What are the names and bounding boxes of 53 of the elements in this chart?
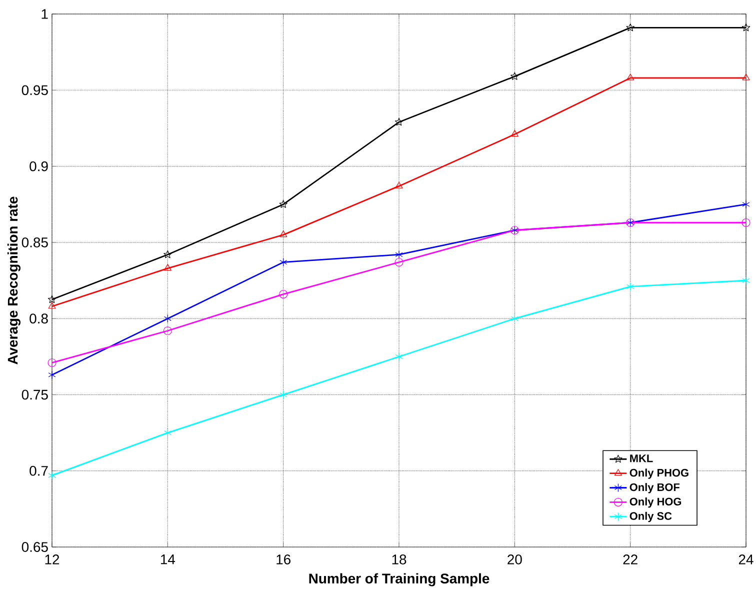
y-axis-title: Average Recognition rate	[7, 196, 20, 364]
point	[279, 290, 288, 298]
point	[48, 295, 56, 304]
y-tick-label: 0.85	[22, 237, 48, 248]
point	[394, 258, 404, 267]
legend-label: Only PHOG	[630, 468, 688, 479]
point	[626, 282, 634, 291]
point	[626, 74, 634, 80]
point	[164, 264, 172, 271]
point	[48, 370, 56, 380]
point	[395, 250, 403, 259]
x-tick-label: 14	[160, 554, 176, 564]
y-tick-label: 0.8	[30, 314, 48, 324]
point	[164, 314, 172, 323]
point	[626, 23, 634, 32]
point	[742, 200, 750, 209]
point	[164, 250, 172, 258]
legend-label: MKL	[630, 454, 653, 462]
point	[742, 218, 750, 227]
point	[742, 74, 750, 80]
y-tick-label: 0.7	[30, 466, 48, 476]
point	[280, 390, 288, 399]
y-tick-label: 0.75	[22, 390, 48, 400]
point	[48, 471, 56, 480]
x-tick-label: 18	[392, 554, 406, 564]
point	[394, 118, 404, 126]
x-tick-label: 12	[45, 554, 60, 564]
x-axis-title: Number of Training Sample	[309, 573, 490, 586]
x-tick-label: 22	[623, 554, 638, 564]
x-tick-label: 20	[508, 554, 522, 564]
y-tick-label: 0.65	[22, 542, 48, 552]
point	[279, 200, 288, 208]
point	[395, 182, 403, 188]
point	[742, 276, 750, 285]
x-tick-label: 16	[276, 554, 290, 564]
point	[280, 258, 288, 267]
point	[280, 230, 288, 238]
point	[510, 72, 519, 80]
point	[395, 352, 403, 361]
point	[48, 302, 56, 309]
legend-label: Only HOG	[630, 497, 682, 508]
legend-label: Only SC	[630, 512, 672, 522]
legend-label: Only BOF	[630, 483, 680, 494]
x-tick-label: 24	[738, 554, 754, 564]
point	[510, 314, 518, 323]
point	[742, 23, 750, 32]
point	[48, 358, 56, 368]
y-tick-label: 0.95	[22, 85, 48, 96]
point	[510, 130, 518, 137]
y-tick-label: 0.9	[30, 161, 48, 172]
point	[163, 326, 172, 336]
point	[164, 428, 172, 438]
y-tick-label: 1	[42, 9, 48, 19]
